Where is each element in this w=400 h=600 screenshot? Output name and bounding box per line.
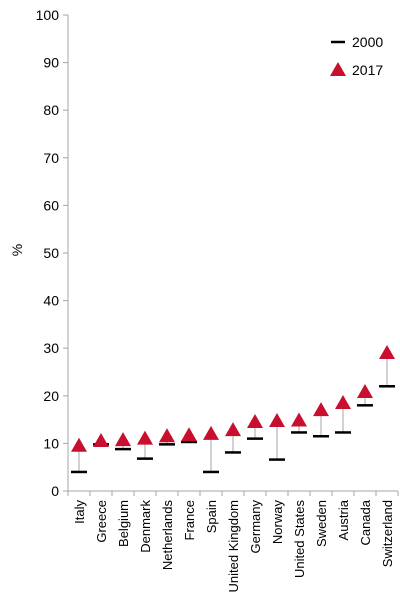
- x-tick-label: United Kingdom: [226, 500, 241, 593]
- y-tick-label: 0: [51, 483, 59, 499]
- y-tick-label: 60: [43, 197, 59, 213]
- marker-2017: [71, 437, 87, 452]
- legend-marker-2017: [330, 62, 346, 76]
- legend-label-2000: 2000: [352, 34, 383, 50]
- y-axis: 0 10 20 30 40 50 60 70 80 90 100: [36, 7, 69, 499]
- marker-2017: [181, 427, 197, 442]
- x-tick-label: Spain: [204, 500, 219, 533]
- x-tick-label: United States: [292, 500, 307, 579]
- marker-2017: [313, 402, 329, 417]
- x-axis: Italy Greece Belgium Denmark Netherlands Fran…: [67, 490, 399, 593]
- marker-2017: [269, 413, 285, 428]
- x-tick-label: Denmark: [138, 500, 153, 553]
- y-tick-label: 40: [43, 293, 59, 309]
- x-tick-label: Sweden: [314, 500, 329, 547]
- y-tick-label: 100: [36, 7, 60, 23]
- y-tick-label: 10: [43, 435, 59, 451]
- x-tick-label: Austria: [336, 499, 351, 540]
- x-tick-label: Norway: [270, 500, 285, 545]
- marker-2017: [115, 432, 131, 447]
- x-tick-label: Canada: [358, 499, 373, 545]
- marker-2017: [379, 344, 395, 359]
- legend-label-2017: 2017: [352, 62, 383, 78]
- x-tick-label: Netherlands: [160, 500, 175, 571]
- x-tick-label: Italy: [72, 500, 87, 524]
- legend: 2000 2017: [330, 34, 383, 78]
- marker-2017: [247, 413, 263, 428]
- x-tick-label: Belgium: [116, 500, 131, 547]
- y-tick-label: 80: [43, 102, 59, 118]
- connectors: [78, 352, 388, 472]
- marker-2017: [159, 428, 175, 443]
- y-tick-label: 50: [43, 245, 59, 261]
- y-tick-label: 30: [43, 340, 59, 356]
- y-tick-label: 20: [43, 388, 59, 404]
- marker-2017: [93, 433, 109, 448]
- x-tick-label: France: [182, 500, 197, 540]
- marker-2017: [203, 425, 219, 440]
- y-tick-label: 70: [43, 150, 59, 166]
- x-tick-label: Switzerland: [380, 500, 395, 567]
- marker-2017: [357, 383, 373, 398]
- y-tick-label: 90: [43, 55, 59, 71]
- marker-2017: [137, 430, 153, 445]
- x-tick-label: Germany: [248, 500, 263, 554]
- y-axis-label: %: [9, 244, 25, 256]
- series-2017: [71, 344, 395, 452]
- marker-2017: [335, 394, 351, 409]
- marker-2017: [225, 422, 241, 437]
- marker-2017: [291, 412, 307, 427]
- x-tick-label: Greece: [94, 500, 109, 543]
